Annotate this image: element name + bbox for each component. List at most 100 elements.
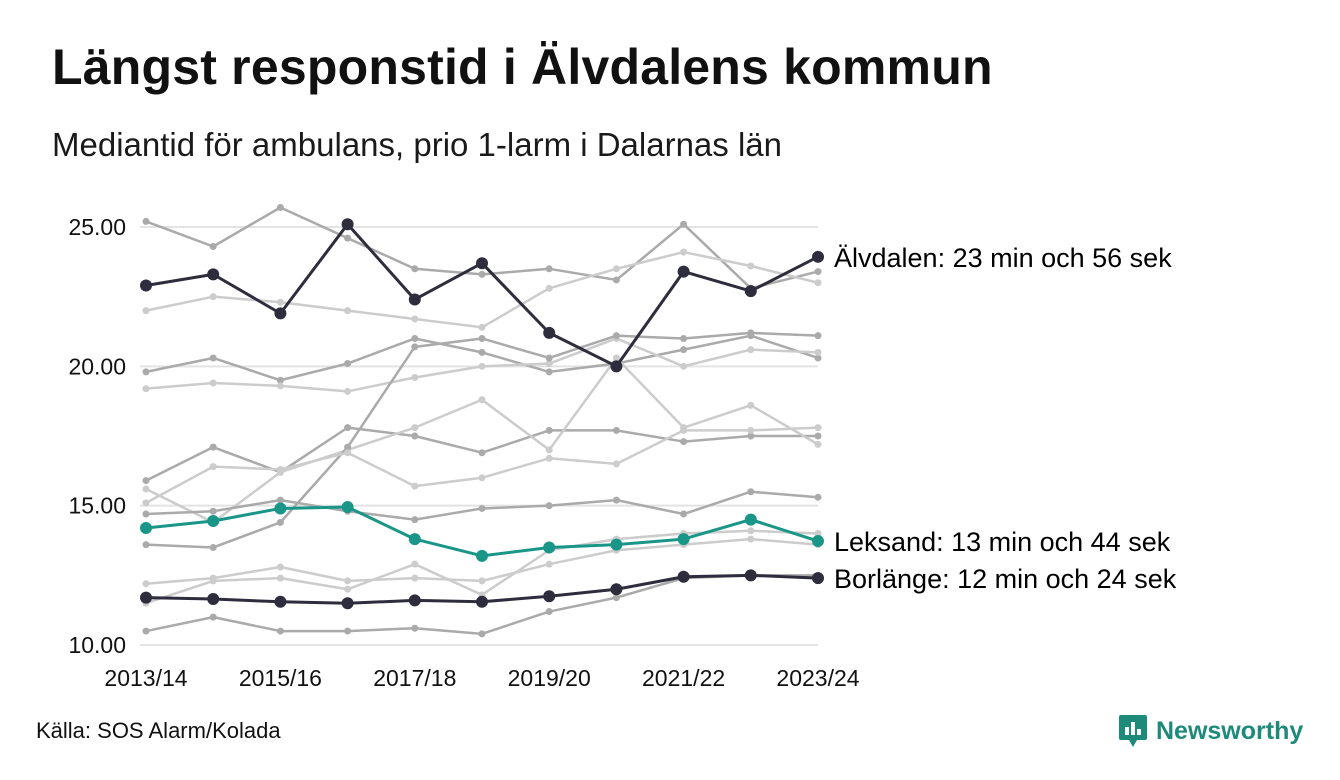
data-point bbox=[344, 360, 352, 368]
data-point bbox=[209, 577, 217, 585]
axis-labels: 10.00 15.00 20.00 25.00 2013/14 2015/16 2017/1… bbox=[68, 214, 859, 691]
data-point bbox=[142, 627, 150, 635]
data-point bbox=[341, 597, 354, 610]
data-point bbox=[341, 218, 354, 231]
data-point bbox=[478, 630, 486, 638]
data-point bbox=[612, 265, 620, 273]
data-point bbox=[140, 279, 152, 292]
data-point bbox=[411, 265, 419, 273]
x-tick-label: 2019/20 bbox=[508, 665, 591, 691]
data-point bbox=[142, 217, 150, 225]
data-point bbox=[747, 346, 755, 354]
y-tick-label: 15.00 bbox=[68, 493, 126, 519]
data-point bbox=[612, 354, 620, 362]
data-point bbox=[276, 574, 284, 582]
data-point bbox=[344, 585, 352, 593]
data-point bbox=[344, 627, 352, 635]
data-point bbox=[411, 343, 419, 351]
data-point bbox=[680, 426, 688, 434]
data-point bbox=[545, 560, 553, 568]
data-point bbox=[543, 541, 556, 554]
data-point bbox=[814, 268, 822, 276]
data-point bbox=[612, 332, 620, 340]
data-point bbox=[478, 270, 486, 278]
data-point bbox=[677, 265, 690, 278]
data-point bbox=[207, 268, 220, 281]
data-point bbox=[747, 527, 755, 535]
data-point bbox=[142, 368, 150, 376]
data-point bbox=[411, 516, 419, 524]
data-point bbox=[747, 426, 755, 434]
data-point bbox=[344, 307, 352, 315]
data-point bbox=[476, 549, 488, 562]
data-point bbox=[814, 440, 822, 448]
data-point bbox=[680, 362, 688, 370]
data-point bbox=[142, 541, 150, 549]
data-point bbox=[680, 438, 688, 446]
data-point bbox=[812, 535, 824, 548]
data-point bbox=[814, 493, 822, 501]
series-line bbox=[144, 356, 820, 524]
data-point bbox=[142, 485, 150, 493]
data-point bbox=[411, 373, 419, 381]
data-point bbox=[814, 348, 822, 356]
data-point bbox=[142, 307, 150, 315]
data-point bbox=[142, 477, 150, 485]
source-note: Källa: SOS Alarm/Kolada bbox=[36, 718, 281, 743]
data-point bbox=[612, 460, 620, 468]
data-point bbox=[747, 535, 755, 543]
data-point bbox=[744, 569, 757, 582]
data-point bbox=[612, 276, 620, 284]
data-point bbox=[680, 510, 688, 518]
data-point bbox=[209, 613, 217, 621]
x-tick-label: 2013/14 bbox=[104, 665, 187, 691]
data-point bbox=[814, 279, 822, 287]
background-line bbox=[142, 334, 822, 395]
data-point bbox=[209, 463, 217, 471]
data-point bbox=[478, 449, 486, 457]
data-point bbox=[610, 360, 623, 373]
data-point bbox=[545, 284, 553, 292]
data-point bbox=[344, 234, 352, 242]
data-point bbox=[276, 496, 284, 504]
data-point bbox=[411, 432, 419, 440]
data-point bbox=[812, 572, 824, 585]
data-point bbox=[140, 591, 152, 604]
data-point bbox=[276, 203, 284, 211]
data-point bbox=[543, 590, 556, 603]
data-point bbox=[209, 443, 217, 451]
data-point bbox=[408, 594, 421, 607]
data-point bbox=[209, 243, 217, 251]
y-tick-label: 20.00 bbox=[68, 353, 126, 379]
data-point bbox=[276, 376, 284, 384]
data-point bbox=[142, 499, 150, 507]
data-point bbox=[680, 346, 688, 354]
data-point bbox=[274, 502, 287, 515]
data-point bbox=[744, 513, 757, 526]
data-point bbox=[478, 323, 486, 331]
data-point bbox=[610, 583, 623, 596]
data-point bbox=[747, 262, 755, 270]
data-point bbox=[677, 570, 690, 583]
data-point bbox=[276, 563, 284, 571]
data-point bbox=[545, 426, 553, 434]
data-point bbox=[142, 580, 150, 588]
data-point bbox=[476, 595, 488, 608]
data-point bbox=[344, 424, 352, 432]
data-point bbox=[209, 354, 217, 362]
data-point bbox=[545, 502, 553, 510]
data-point bbox=[142, 510, 150, 518]
data-point bbox=[478, 504, 486, 512]
x-tick-label: 2017/18 bbox=[373, 665, 456, 691]
data-point bbox=[344, 449, 352, 457]
data-point bbox=[209, 507, 217, 515]
data-point bbox=[276, 382, 284, 390]
data-point bbox=[478, 474, 486, 482]
data-point bbox=[545, 446, 553, 454]
data-point bbox=[274, 595, 287, 608]
data-point bbox=[341, 501, 354, 514]
data-point bbox=[209, 379, 217, 387]
data-point bbox=[545, 368, 553, 376]
data-point bbox=[814, 530, 822, 538]
data-point bbox=[545, 608, 553, 616]
